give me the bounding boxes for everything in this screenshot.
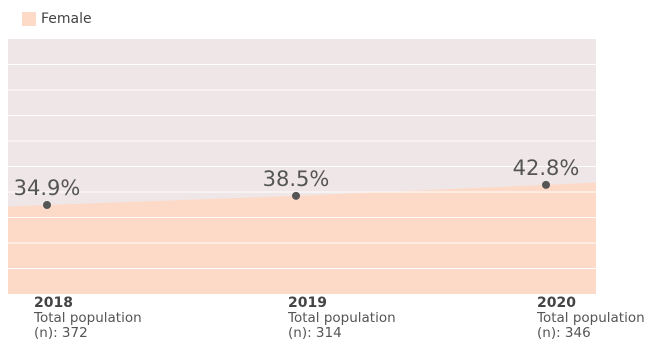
data-point-2020	[542, 180, 550, 189]
x-label-2018: 2018 Total population (n): 372	[34, 296, 142, 341]
x-label-year: 2018	[34, 295, 73, 311]
data-point-2018	[43, 201, 51, 210]
x-label-2019: 2019 Total population (n): 314	[288, 296, 396, 341]
legend: Female	[22, 9, 92, 29]
data-label-2019: 38.5%	[263, 167, 330, 191]
x-label-count: (n): 346	[537, 325, 591, 341]
x-label-2020: 2020 Total population (n): 346	[537, 296, 645, 341]
legend-label-female: Female	[41, 11, 92, 27]
x-label-total-population: Total population	[288, 310, 396, 326]
x-label-count: (n): 372	[34, 325, 88, 341]
x-label-year: 2020	[537, 295, 576, 311]
data-label-2020: 42.8%	[513, 156, 580, 180]
area-female	[8, 182, 596, 294]
data-label-2018: 34.9%	[14, 176, 81, 200]
x-label-year: 2019	[288, 295, 327, 311]
x-label-total-population: Total population	[34, 310, 142, 326]
x-label-count: (n): 314	[288, 325, 342, 341]
x-label-total-population: Total population	[537, 310, 645, 326]
data-point-2019	[292, 191, 300, 200]
legend-swatch-female	[22, 12, 36, 26]
